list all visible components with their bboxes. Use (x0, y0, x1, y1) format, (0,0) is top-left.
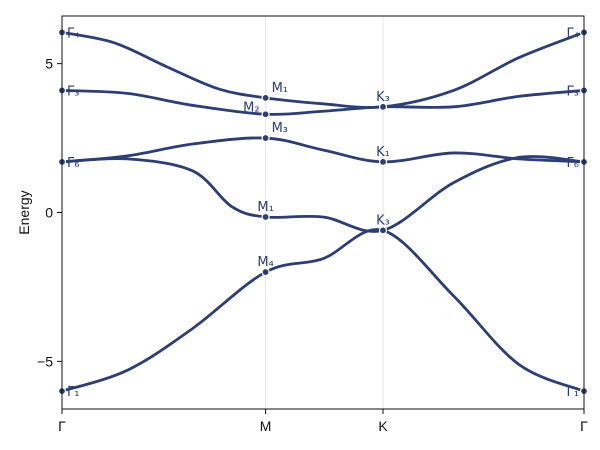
irrep-label-6: M₃ (272, 121, 288, 136)
irrep-label-8: M₄ (257, 255, 273, 270)
marker-point-8 (261, 267, 270, 277)
x-tick-label-2: K (378, 418, 388, 434)
plot-frame (61, 15, 585, 410)
x-tick-label-3: Γ (580, 418, 588, 434)
irrep-label-1: Γ₃ (67, 84, 79, 99)
marker-point-5 (261, 110, 270, 119)
irrep-label-3: Γ₁ (67, 385, 79, 400)
grid-layer (265, 16, 384, 409)
marker-point-7 (261, 212, 270, 222)
marker-point-10 (378, 157, 388, 166)
tick-layer: Γ M K Γ −5 0 5 (37, 56, 588, 434)
marker-point-9 (378, 102, 388, 111)
y-tick-label-2: 5 (45, 56, 53, 72)
band-line-5 (60, 228, 586, 393)
band-line-2 (60, 89, 586, 116)
y-tick-label-1: 0 (45, 205, 53, 221)
y-tick-label-0: −5 (37, 353, 53, 369)
y-axis-title: Energy (16, 190, 32, 234)
irrep-label-10: K₁ (376, 145, 390, 160)
irrep-label-15: Γ₁ (567, 385, 579, 400)
irrep-label-0: Γ₄ (67, 26, 79, 41)
irrep-label-13: Γ₃ (567, 84, 579, 99)
marker-point-4 (261, 93, 270, 102)
x-tick-label-1: M (260, 418, 272, 434)
marker-point-6 (261, 133, 270, 143)
series-layer (60, 30, 586, 393)
irrep-label-12: Γ₄ (567, 26, 579, 41)
marker-point-11 (378, 226, 388, 235)
irrep-label-7: M₁ (257, 200, 273, 215)
irrep-label-9: K₃ (376, 90, 390, 105)
irrep-label-5: M₂ (243, 100, 259, 115)
marker-layer: Γ₄ Γ₃ Γ₆ Γ₁ M₁ M₂ M₃ M₁ M₄ K₃ K₁ K₃ Γ₄ Γ₃ Γ₆ Γ₁ (57, 26, 589, 400)
irrep-label-4: M₁ (272, 81, 288, 96)
x-tick-label-0: Γ (58, 418, 66, 434)
band-line-1 (60, 30, 586, 109)
band-line-4 (60, 155, 586, 233)
band-line-3 (60, 136, 586, 164)
irrep-label-11: K₃ (376, 213, 390, 228)
irrep-label-14: Γ₆ (567, 156, 579, 171)
irrep-label-2: Γ₆ (67, 156, 79, 171)
